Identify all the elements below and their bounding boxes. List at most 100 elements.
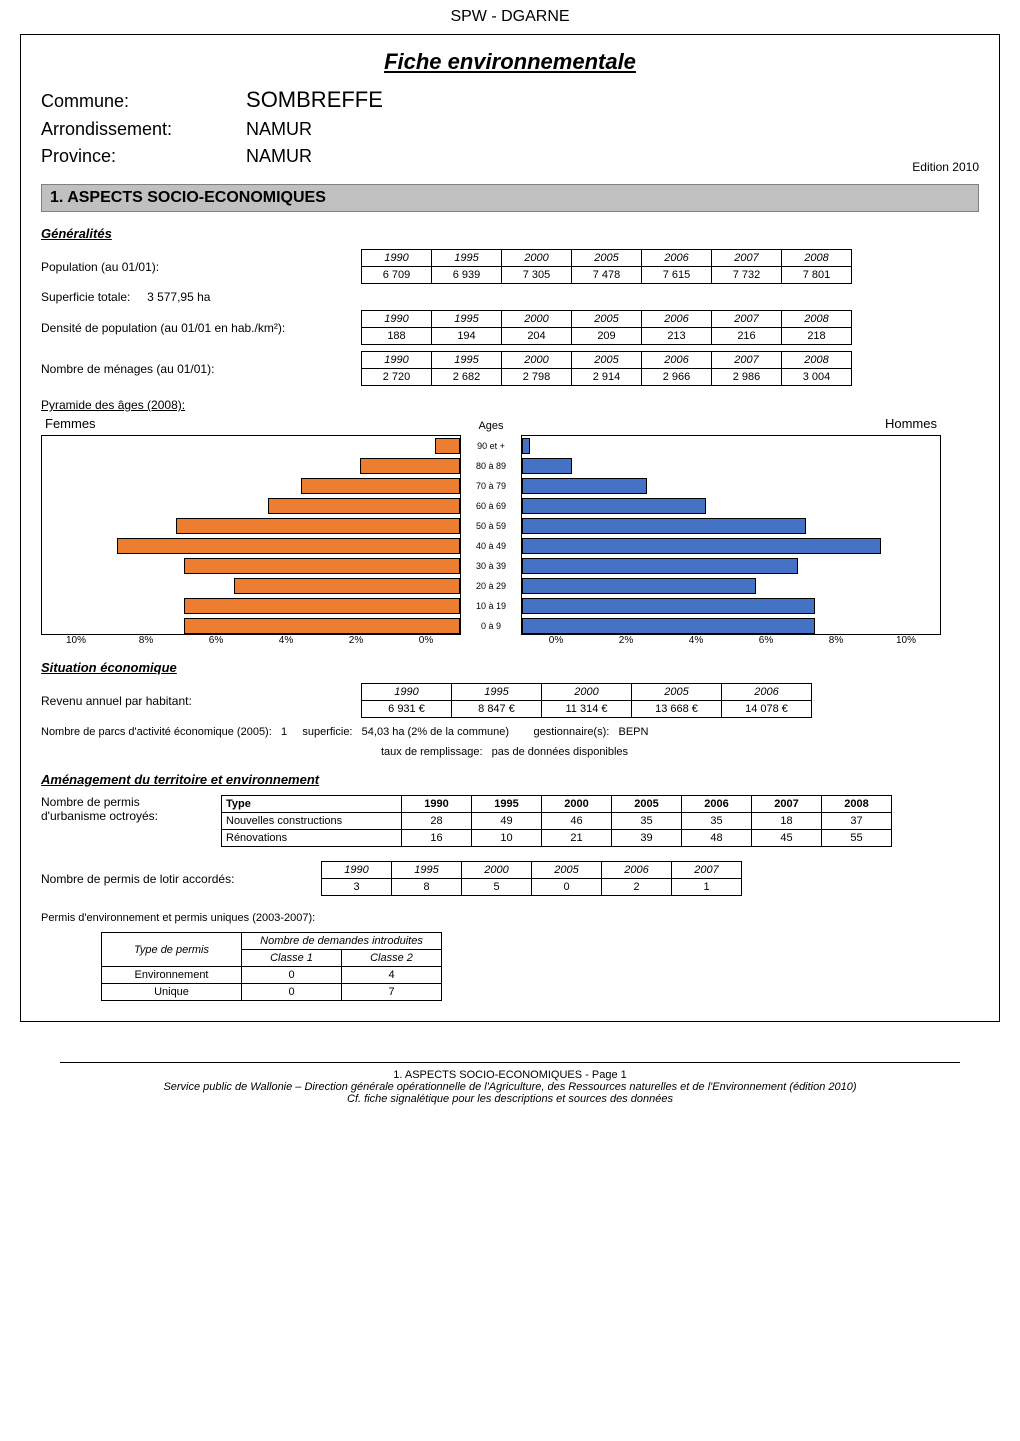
value-cell: 7 — [342, 984, 442, 1001]
axis-tick: 10% — [41, 635, 111, 646]
year-header: 2007 — [712, 352, 782, 369]
femmes-title: Femmes — [41, 416, 461, 431]
province-label: Province: — [41, 143, 241, 170]
arrondissement-label: Arrondissement: — [41, 116, 241, 143]
axis-tick: 4% — [661, 635, 731, 646]
superficie-parcs-label: superficie: — [302, 726, 352, 738]
value-cell: 213 — [642, 328, 712, 345]
year-header: 2000 — [462, 862, 532, 879]
year-header: 2005 — [572, 352, 642, 369]
value-cell: 55 — [822, 830, 892, 847]
value-cell: 216 — [712, 328, 782, 345]
value-cell: 13 668 € — [632, 701, 722, 718]
age-pyramid: Femmes 10%8%6%4%2%0% Ages 90 et +80 à 89… — [41, 416, 979, 646]
axis-tick: 4% — [251, 635, 321, 646]
value-cell: 7 732 — [712, 267, 782, 284]
value-cell: 7 615 — [642, 267, 712, 284]
parcs-line: Nombre de parcs d'activité économique (2… — [41, 726, 979, 738]
header-lines: Commune: SOMBREFFE Arrondissement: NAMUR… — [41, 83, 979, 170]
age-group-label: 20 à 29 — [461, 576, 521, 596]
value-cell: 194 — [432, 328, 502, 345]
year-header: 1995 — [432, 352, 502, 369]
type-header: Type de permis — [102, 933, 242, 967]
hommes-bars — [521, 435, 941, 635]
axis-tick: 8% — [801, 635, 871, 646]
value-cell: 0 — [242, 984, 342, 1001]
year-header: 2005 — [572, 250, 642, 267]
gestionnaire-value: BEPN — [619, 726, 649, 738]
lotir-label: Nombre de permis de lotir accordés: — [41, 872, 321, 886]
footer-page-line: 1. ASPECTS SOCIO-ECONOMIQUES - Page 1 — [60, 1062, 960, 1081]
value-cell: 2 682 — [432, 369, 502, 386]
value-cell: 21 — [542, 830, 612, 847]
axis-tick: 2% — [321, 635, 391, 646]
value-cell: 7 478 — [572, 267, 642, 284]
demandes-header: Nombre de demandes introduites — [242, 933, 442, 950]
parcs-count: 1 — [281, 726, 287, 738]
value-cell: 28 — [402, 813, 472, 830]
ages-header: Ages — [461, 416, 521, 436]
arrondissement-value: NAMUR — [246, 119, 312, 139]
age-group-label: 90 et + — [461, 436, 521, 456]
type-cell: Rénovations — [222, 830, 402, 847]
value-cell: 39 — [612, 830, 682, 847]
femmes-bar — [268, 498, 460, 514]
year-header: 2000 — [502, 250, 572, 267]
value-cell: 11 314 € — [542, 701, 632, 718]
year-header: 1990 — [322, 862, 392, 879]
femmes-bar — [184, 558, 460, 574]
pyramid-hommes: Hommes 0%2%4%6%8%10% — [521, 416, 941, 646]
year-header: 2008 — [782, 352, 852, 369]
value-cell: 37 — [822, 813, 892, 830]
value-cell: 1 — [672, 879, 742, 896]
value-cell: 8 — [392, 879, 462, 896]
year-header: 1990 — [362, 352, 432, 369]
agency-header: SPW - DGARNE — [20, 0, 1000, 35]
hommes-bar — [522, 518, 806, 534]
femmes-bar — [301, 478, 460, 494]
axis-tick: 8% — [111, 635, 181, 646]
permis-line-2: d'urbanisme octroyés: — [41, 809, 221, 823]
value-cell: 218 — [782, 328, 852, 345]
year-header: 2008 — [782, 250, 852, 267]
value-cell: 3 — [322, 879, 392, 896]
value-cell: 2 966 — [642, 369, 712, 386]
year-header: 2007 — [752, 796, 822, 813]
value-cell: 188 — [362, 328, 432, 345]
year-header: 1990 — [362, 684, 452, 701]
commune-label: Commune: — [41, 88, 241, 115]
lotir-table: 199019952000200520062007385021 — [321, 861, 742, 896]
value-cell: 5 — [462, 879, 532, 896]
menages-row: Nombre de ménages (au 01/01): 1990199520… — [41, 351, 979, 386]
femmes-axis: 10%8%6%4%2%0% — [41, 635, 461, 646]
page-footer: 1. ASPECTS SOCIO-ECONOMIQUES - Page 1 Se… — [20, 1062, 1000, 1105]
revenu-label: Revenu annuel par habitant: — [41, 694, 361, 708]
value-cell: 49 — [472, 813, 542, 830]
axis-tick: 2% — [591, 635, 661, 646]
value-cell: 2 798 — [502, 369, 572, 386]
hommes-bar — [522, 598, 815, 614]
hommes-bar — [522, 478, 647, 494]
age-group-label: 60 à 69 — [461, 496, 521, 516]
year-header: 1995 — [392, 862, 462, 879]
revenu-row: Revenu annuel par habitant: 199019952000… — [41, 683, 979, 718]
pyramid-femmes: Femmes 10%8%6%4%2%0% — [41, 416, 461, 646]
age-group-label: 50 à 59 — [461, 516, 521, 536]
axis-tick: 6% — [181, 635, 251, 646]
env-permis-label: Permis d'environnement et permis uniques… — [41, 912, 979, 924]
type-header: Type — [222, 796, 402, 813]
densite-row: Densité de population (au 01/01 en hab./… — [41, 310, 979, 345]
footer-service-line: Service public de Wallonie – Direction g… — [20, 1081, 1000, 1093]
hommes-bar — [522, 498, 706, 514]
hommes-bar — [522, 578, 756, 594]
value-cell: 2 720 — [362, 369, 432, 386]
year-header: 2008 — [822, 796, 892, 813]
env-permis-table: Type de permisNombre de demandes introdu… — [101, 932, 442, 1001]
age-group-label: 80 à 89 — [461, 456, 521, 476]
age-group-label: 40 à 49 — [461, 536, 521, 556]
axis-tick: 0% — [521, 635, 591, 646]
year-header: 2000 — [542, 796, 612, 813]
value-cell: 6 709 — [362, 267, 432, 284]
value-cell: 10 — [472, 830, 542, 847]
axis-tick: 0% — [391, 635, 461, 646]
